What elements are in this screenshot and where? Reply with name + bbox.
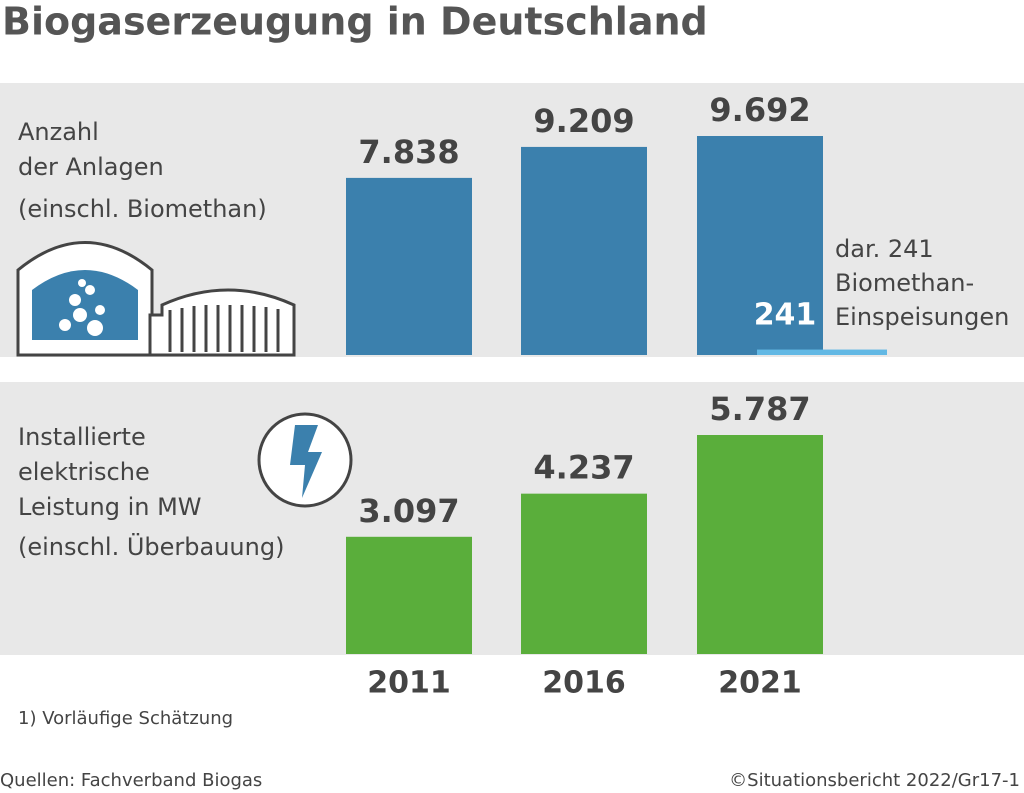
power-icon bbox=[257, 412, 353, 508]
value-label: 241 bbox=[754, 298, 817, 333]
value-label: 5.787 bbox=[709, 390, 810, 428]
panel-label: Installierte bbox=[18, 423, 146, 451]
bar bbox=[346, 177, 472, 355]
copyright: ©Situationsbericht 2022/Gr17-1 bbox=[729, 770, 1020, 791]
bar bbox=[697, 136, 823, 355]
value-label: 7.838 bbox=[358, 133, 459, 171]
chart-title: Biogaserzeugung in Deutschland bbox=[2, 0, 708, 44]
x-tick-label: 2016 bbox=[542, 666, 626, 701]
value-label: 9.209 bbox=[533, 102, 634, 140]
panel-label: der Anlagen bbox=[18, 153, 164, 181]
source: Quellen: Fachverband Biogas bbox=[0, 770, 262, 791]
x-tick-label: 2011 bbox=[367, 666, 451, 701]
panel-background bbox=[0, 382, 1024, 655]
panel-label: Anzahl bbox=[18, 118, 99, 146]
annotation: dar. 241 bbox=[835, 235, 934, 263]
bar bbox=[697, 435, 823, 654]
value-label: 9.692 bbox=[709, 91, 810, 129]
panel-label: Leistung in MW bbox=[18, 493, 202, 521]
biogas-icon bbox=[16, 241, 296, 357]
sub-bar bbox=[757, 349, 887, 355]
panel-subtitle: (einschl. Biomethan) bbox=[18, 195, 267, 223]
bar bbox=[521, 146, 647, 355]
bar bbox=[346, 536, 472, 654]
x-tick-label: 2021 bbox=[718, 666, 802, 701]
value-label: 3.097 bbox=[358, 492, 459, 530]
annotation: Einspeisungen bbox=[835, 303, 1009, 331]
bar bbox=[521, 493, 647, 654]
panel-subtitle: (einschl. Überbauung) bbox=[18, 532, 284, 561]
value-label: 4.237 bbox=[533, 449, 634, 487]
footnote: 1) Vorläufige Schätzung bbox=[18, 708, 233, 729]
annotation: Biomethan- bbox=[835, 269, 974, 297]
panel-label: elektrische bbox=[18, 458, 150, 486]
